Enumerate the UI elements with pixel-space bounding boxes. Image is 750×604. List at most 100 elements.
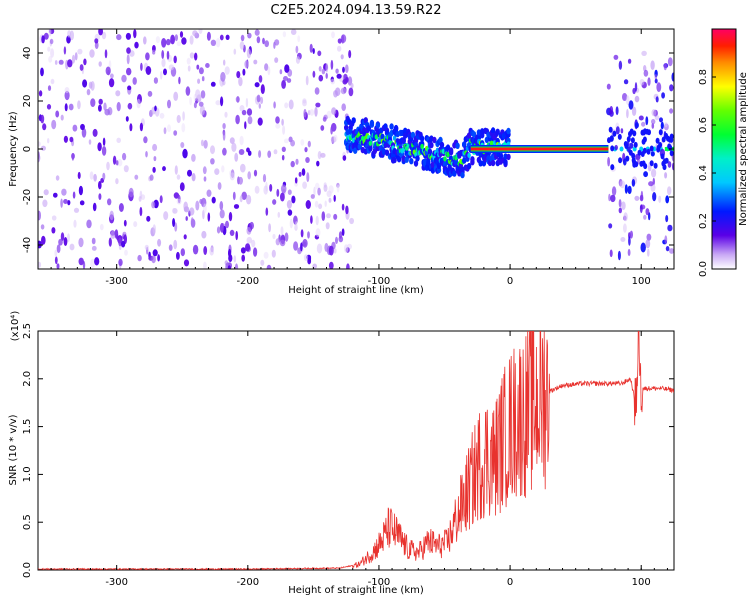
- heatmap-cell: [66, 35, 71, 44]
- heatmap-cell: [220, 96, 224, 107]
- heatmap-cell: [168, 64, 175, 71]
- snr-series-line: [38, 331, 674, 569]
- heatmap-cell: [325, 222, 330, 230]
- heatmap-cell: [98, 98, 103, 105]
- heatmap-cell: [215, 37, 221, 48]
- heatmap-cell: [201, 76, 205, 82]
- heatmap-cell: [284, 232, 289, 242]
- heatmap-cell: [294, 177, 298, 184]
- heatmap-cell: [211, 196, 216, 204]
- heatmap-cell: [275, 238, 280, 246]
- heatmap-cell: [179, 31, 184, 38]
- heatmap-cell: [325, 72, 328, 79]
- heatmap-cell: [60, 232, 65, 241]
- heatmap-cell: [92, 202, 97, 212]
- heatmap-cell: [331, 31, 335, 39]
- heatmap-cell: [51, 215, 57, 221]
- heatmap-cell: [321, 211, 326, 222]
- heatmap-cell: [69, 30, 74, 41]
- heatmap-cell: [123, 219, 127, 227]
- heatmap-cell: [247, 116, 253, 125]
- heatmap-cell: [634, 195, 640, 201]
- heatmap-cell: [246, 194, 252, 205]
- snr-frame: [37, 330, 675, 571]
- heatmap-cell: [214, 168, 220, 176]
- heatmap-cell: [189, 96, 193, 106]
- snr-x-ticks: -300 -200 -100 0 100: [50, 331, 668, 588]
- heatmap-cell: [617, 133, 622, 140]
- heatmap-cell: [643, 69, 649, 77]
- heatmap-cell: [348, 50, 352, 59]
- heatmap-cell: [72, 191, 76, 199]
- heatmap-cell: [503, 159, 508, 166]
- heatmap-cell: [165, 38, 171, 46]
- heatmap-cell: [341, 228, 345, 236]
- heatmap-cell: [336, 184, 340, 193]
- heatmap-cell: [658, 195, 662, 203]
- heatmap-cell: [650, 151, 655, 157]
- heatmap-cell: [625, 95, 630, 105]
- heatmap-cell: [104, 108, 110, 116]
- heatmap-cell: [63, 135, 68, 143]
- heatmap-cell: [116, 137, 121, 143]
- heatmap-cell: [122, 152, 127, 161]
- heatmap-cell: [643, 171, 648, 178]
- heatmap-cell: [669, 136, 674, 143]
- heatmap-cell: [624, 143, 629, 149]
- heatmap-cell: [174, 165, 178, 175]
- heatmap-cell: [203, 261, 207, 269]
- heatmap-cell: [330, 78, 336, 85]
- heatmap-cell: [93, 173, 97, 182]
- heatmap-cell: [162, 166, 166, 172]
- spectrogram-y-tick-label: 20: [22, 95, 33, 108]
- heatmap-cell: [47, 46, 51, 52]
- spectrogram-y-tick-label: -40: [22, 237, 33, 253]
- heatmap-cell: [126, 67, 132, 76]
- heatmap-cell: [328, 185, 334, 194]
- heatmap-cell: [209, 247, 214, 256]
- heatmap-cell: [115, 160, 119, 166]
- heatmap-cell: [61, 188, 67, 196]
- heatmap-cell: [54, 60, 58, 65]
- heatmap-cell: [316, 243, 323, 254]
- heatmap-cell: [73, 207, 80, 213]
- heatmap-cell: [203, 176, 207, 182]
- heatmap-cell: [660, 153, 665, 160]
- heatmap-cell: [143, 36, 147, 45]
- heatmap-cell: [646, 233, 652, 241]
- heatmap-cell: [155, 36, 160, 44]
- heatmap-cell: [145, 66, 152, 75]
- heatmap-cell: [136, 98, 141, 109]
- heatmap-cell: [326, 110, 332, 119]
- heatmap-cell: [205, 63, 210, 68]
- heatmap-cell: [608, 223, 613, 229]
- heatmap-cell: [634, 122, 639, 129]
- heatmap-cell: [341, 34, 345, 44]
- heatmap-cell: [338, 231, 343, 239]
- heatmap-cell: [168, 244, 173, 251]
- heatmap-cell: [333, 213, 338, 220]
- heatmap-cell: [279, 69, 283, 75]
- heatmap-cell: [256, 94, 261, 103]
- heatmap-cell: [180, 142, 185, 148]
- heatmap-cell: [225, 34, 230, 40]
- colorbar-tick-label: 0.4: [698, 165, 709, 181]
- heatmap-cell: [341, 203, 345, 211]
- heatmap-cell: [324, 242, 329, 252]
- snr-x-axis-label: Height of straight line (km): [288, 585, 424, 596]
- heatmap-cell: [667, 224, 673, 232]
- heatmap-cell: [342, 66, 345, 73]
- heatmap-cell: [127, 102, 133, 110]
- heatmap-cell: [629, 230, 634, 239]
- heatmap-cell: [618, 60, 623, 70]
- heatmap-cell: [393, 125, 399, 132]
- heatmap-cell: [273, 41, 276, 49]
- heatmap-cell: [300, 229, 304, 238]
- heatmap-cell: [187, 65, 191, 72]
- heatmap-cell: [42, 199, 48, 208]
- heatmap-cell: [183, 201, 188, 212]
- spectrogram-y-tick-label: 0: [22, 146, 33, 152]
- heatmap-cell: [38, 90, 43, 97]
- heatmap-cell: [102, 137, 106, 146]
- heatmap-cell: [351, 117, 356, 124]
